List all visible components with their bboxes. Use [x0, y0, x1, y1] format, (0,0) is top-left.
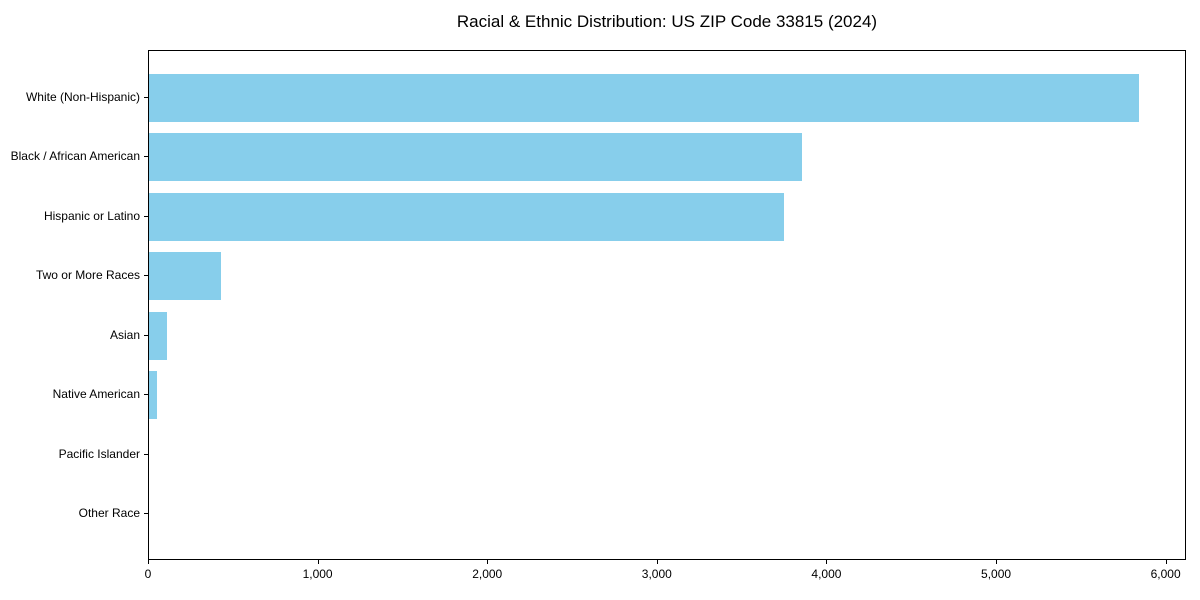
y-tick-label: Pacific Islander — [58, 446, 140, 461]
y-tick-mark — [144, 513, 148, 515]
bar — [149, 73, 1139, 122]
x-tick-mark — [996, 560, 998, 564]
x-tick-mark — [317, 560, 319, 564]
x-tick-label: 3,000 — [641, 567, 672, 581]
y-tick-label: Black / African American — [10, 149, 140, 164]
y-tick-mark — [144, 96, 148, 98]
x-tick-label: 0 — [144, 567, 152, 581]
bar — [149, 371, 157, 420]
y-tick-mark — [144, 215, 148, 217]
x-tick-label: 2,000 — [472, 567, 503, 581]
x-tick-mark — [1165, 560, 1167, 564]
x-tick-mark — [826, 560, 828, 564]
y-tick-mark — [144, 334, 148, 336]
x-tick-label: 1,000 — [302, 567, 333, 581]
plot-area — [148, 50, 1186, 560]
bar — [149, 192, 785, 241]
x-tick-label: 6,000 — [1150, 567, 1181, 581]
y-tick-label: Asian — [109, 327, 140, 342]
x-tick-mark — [487, 560, 489, 564]
chart-title: Racial & Ethnic Distribution: US ZIP Cod… — [456, 12, 878, 31]
x-tick-label: 5,000 — [981, 567, 1012, 581]
x-tick-mark — [148, 560, 149, 564]
y-tick-mark — [144, 453, 148, 455]
y-tick-label: Native American — [52, 387, 140, 402]
bar — [149, 252, 222, 301]
y-tick-mark — [144, 275, 148, 277]
bar — [149, 133, 802, 182]
x-tick-label: 4,000 — [811, 567, 842, 581]
y-tick-label: Hispanic or Latino — [43, 208, 140, 223]
y-tick-label: White (Non-Hispanic) — [25, 89, 140, 104]
x-tick-mark — [656, 560, 658, 564]
y-tick-label: Two or More Races — [35, 268, 140, 283]
y-tick-label: Other Race — [78, 506, 140, 521]
y-tick-mark — [144, 394, 148, 396]
y-tick-mark — [144, 156, 148, 158]
bar — [149, 311, 167, 360]
